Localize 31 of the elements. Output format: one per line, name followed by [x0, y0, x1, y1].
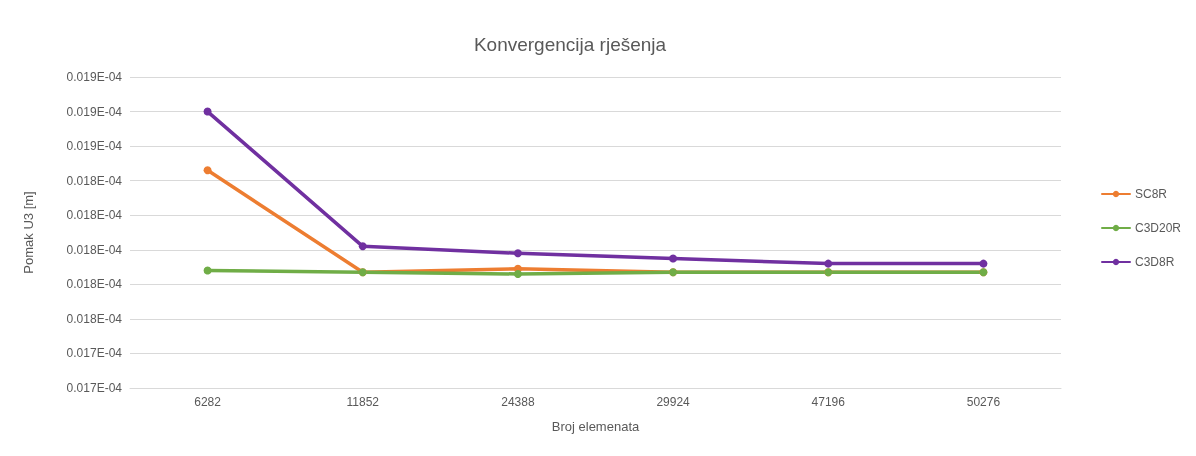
x-tick-label: 50276 [966, 395, 1001, 409]
y-tick-label: 0.017E-04 [66, 381, 123, 395]
y-tick-label: 0.017E-04 [66, 346, 123, 361]
point [203, 107, 212, 116]
point [513, 249, 522, 258]
x-axis-title: Broj elemenata [551, 419, 640, 434]
legend-label: C3D8R [1134, 255, 1175, 269]
legend-label: C3D20R [1134, 221, 1182, 235]
point [358, 242, 367, 251]
x-tick-label: 29924 [656, 395, 691, 409]
y-tick-label: 0.018E-04 [66, 311, 123, 326]
chart-title: Konvergencija rješenja [473, 34, 667, 55]
x-tick-label: 6282 [194, 395, 222, 409]
y-tick-label: 0.018E-04 [66, 208, 123, 223]
point [513, 269, 522, 278]
point [669, 254, 678, 263]
y-axis-title: Pomak U3 [m] [21, 191, 36, 274]
legend-label: SC8R [1134, 187, 1168, 201]
point [203, 266, 212, 275]
point [979, 259, 988, 268]
y-tick-label: 0.018E-04 [66, 277, 123, 292]
y-tick-label: 0.018E-04 [66, 242, 123, 257]
x-tick-label: 11852 [346, 395, 380, 409]
y-tick-label: 0.019E-04 [66, 104, 123, 119]
point [203, 166, 212, 175]
y-tick-label: 0.019E-04 [66, 70, 123, 84]
point [824, 259, 833, 268]
y-tick-label: 0.019E-04 [66, 139, 123, 154]
y-tick-label: 0.018E-04 [66, 173, 123, 188]
x-tick-label: 24388 [501, 395, 535, 409]
x-tick-label: 47196 [811, 395, 846, 409]
